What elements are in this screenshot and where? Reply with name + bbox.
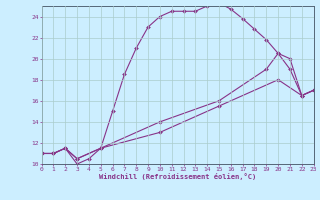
X-axis label: Windchill (Refroidissement éolien,°C): Windchill (Refroidissement éolien,°C) (99, 173, 256, 180)
